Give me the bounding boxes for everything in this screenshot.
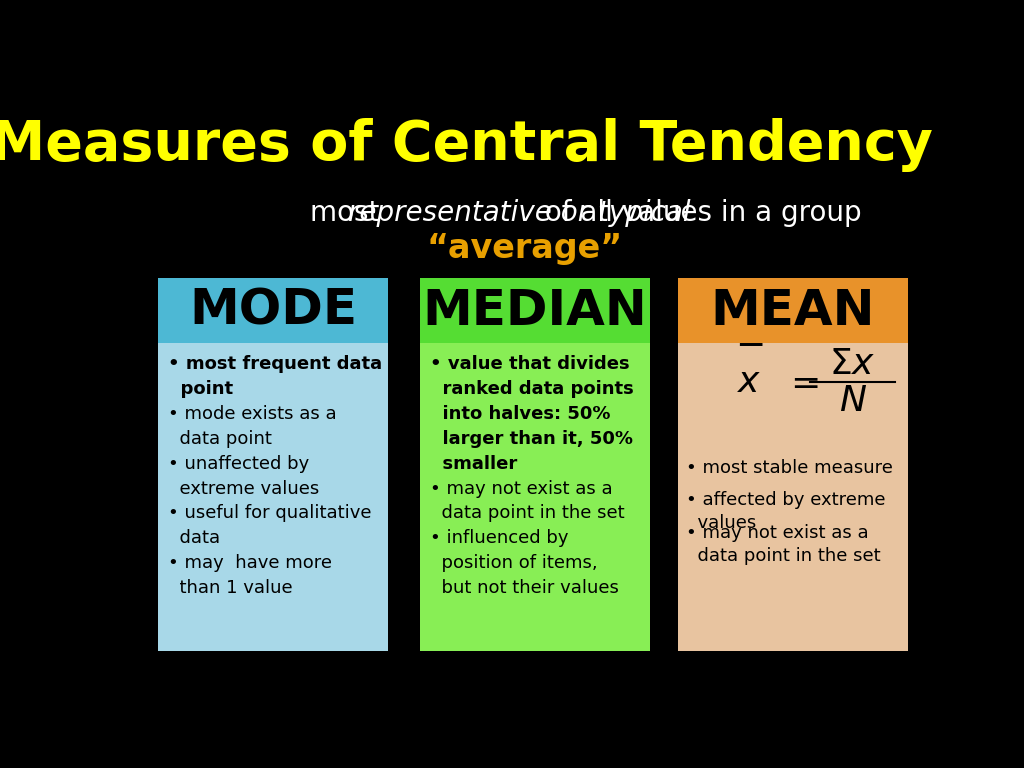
FancyBboxPatch shape	[420, 343, 650, 651]
Text: representative or typical: representative or typical	[347, 200, 690, 227]
Text: extreme values: extreme values	[168, 479, 318, 498]
Text: data point: data point	[168, 430, 271, 448]
Text: point: point	[168, 380, 232, 398]
Text: values: values	[686, 514, 756, 532]
Text: • may not exist as a: • may not exist as a	[430, 479, 612, 498]
FancyBboxPatch shape	[158, 343, 388, 651]
Text: • affected by extreme: • affected by extreme	[686, 492, 886, 509]
Text: smaller: smaller	[430, 455, 517, 472]
Text: $-$: $-$	[735, 327, 764, 361]
Text: than 1 value: than 1 value	[168, 579, 292, 597]
Text: • most stable measure: • most stable measure	[686, 458, 893, 477]
Text: data point in the set: data point in the set	[686, 547, 881, 564]
Text: MEDIAN: MEDIAN	[423, 287, 647, 335]
FancyBboxPatch shape	[158, 279, 388, 343]
Text: • mode exists as a: • mode exists as a	[168, 405, 336, 423]
Text: • unaffected by: • unaffected by	[168, 455, 309, 472]
Text: larger than it, 50%: larger than it, 50%	[430, 430, 633, 448]
Text: data: data	[168, 529, 220, 547]
Text: • value that divides: • value that divides	[430, 356, 629, 373]
Text: • influenced by: • influenced by	[430, 529, 568, 547]
Text: Measures of Central Tendency: Measures of Central Tendency	[0, 118, 933, 172]
Text: • may not exist as a: • may not exist as a	[686, 524, 868, 542]
Text: position of items,: position of items,	[430, 554, 597, 572]
Text: $\Sigma x$: $\Sigma x$	[829, 347, 876, 381]
Text: into halves: 50%: into halves: 50%	[430, 405, 610, 423]
Text: but not their values: but not their values	[430, 579, 618, 597]
Text: $=$: $=$	[783, 365, 819, 399]
Text: MEAN: MEAN	[711, 287, 876, 335]
Text: • most frequent data: • most frequent data	[168, 356, 382, 373]
Text: $N$: $N$	[839, 385, 866, 419]
FancyBboxPatch shape	[678, 279, 908, 343]
Text: • useful for qualitative: • useful for qualitative	[168, 505, 371, 522]
Text: “average”: “average”	[427, 233, 623, 266]
Text: ranked data points: ranked data points	[430, 380, 633, 398]
FancyBboxPatch shape	[678, 343, 908, 651]
Text: most: most	[310, 200, 388, 227]
Text: • may  have more: • may have more	[168, 554, 332, 572]
Text: MODE: MODE	[189, 287, 357, 335]
FancyBboxPatch shape	[420, 279, 650, 343]
Text: data point in the set: data point in the set	[430, 505, 625, 522]
Text: of all values in a group: of all values in a group	[537, 200, 862, 227]
Text: $x$: $x$	[737, 365, 762, 399]
